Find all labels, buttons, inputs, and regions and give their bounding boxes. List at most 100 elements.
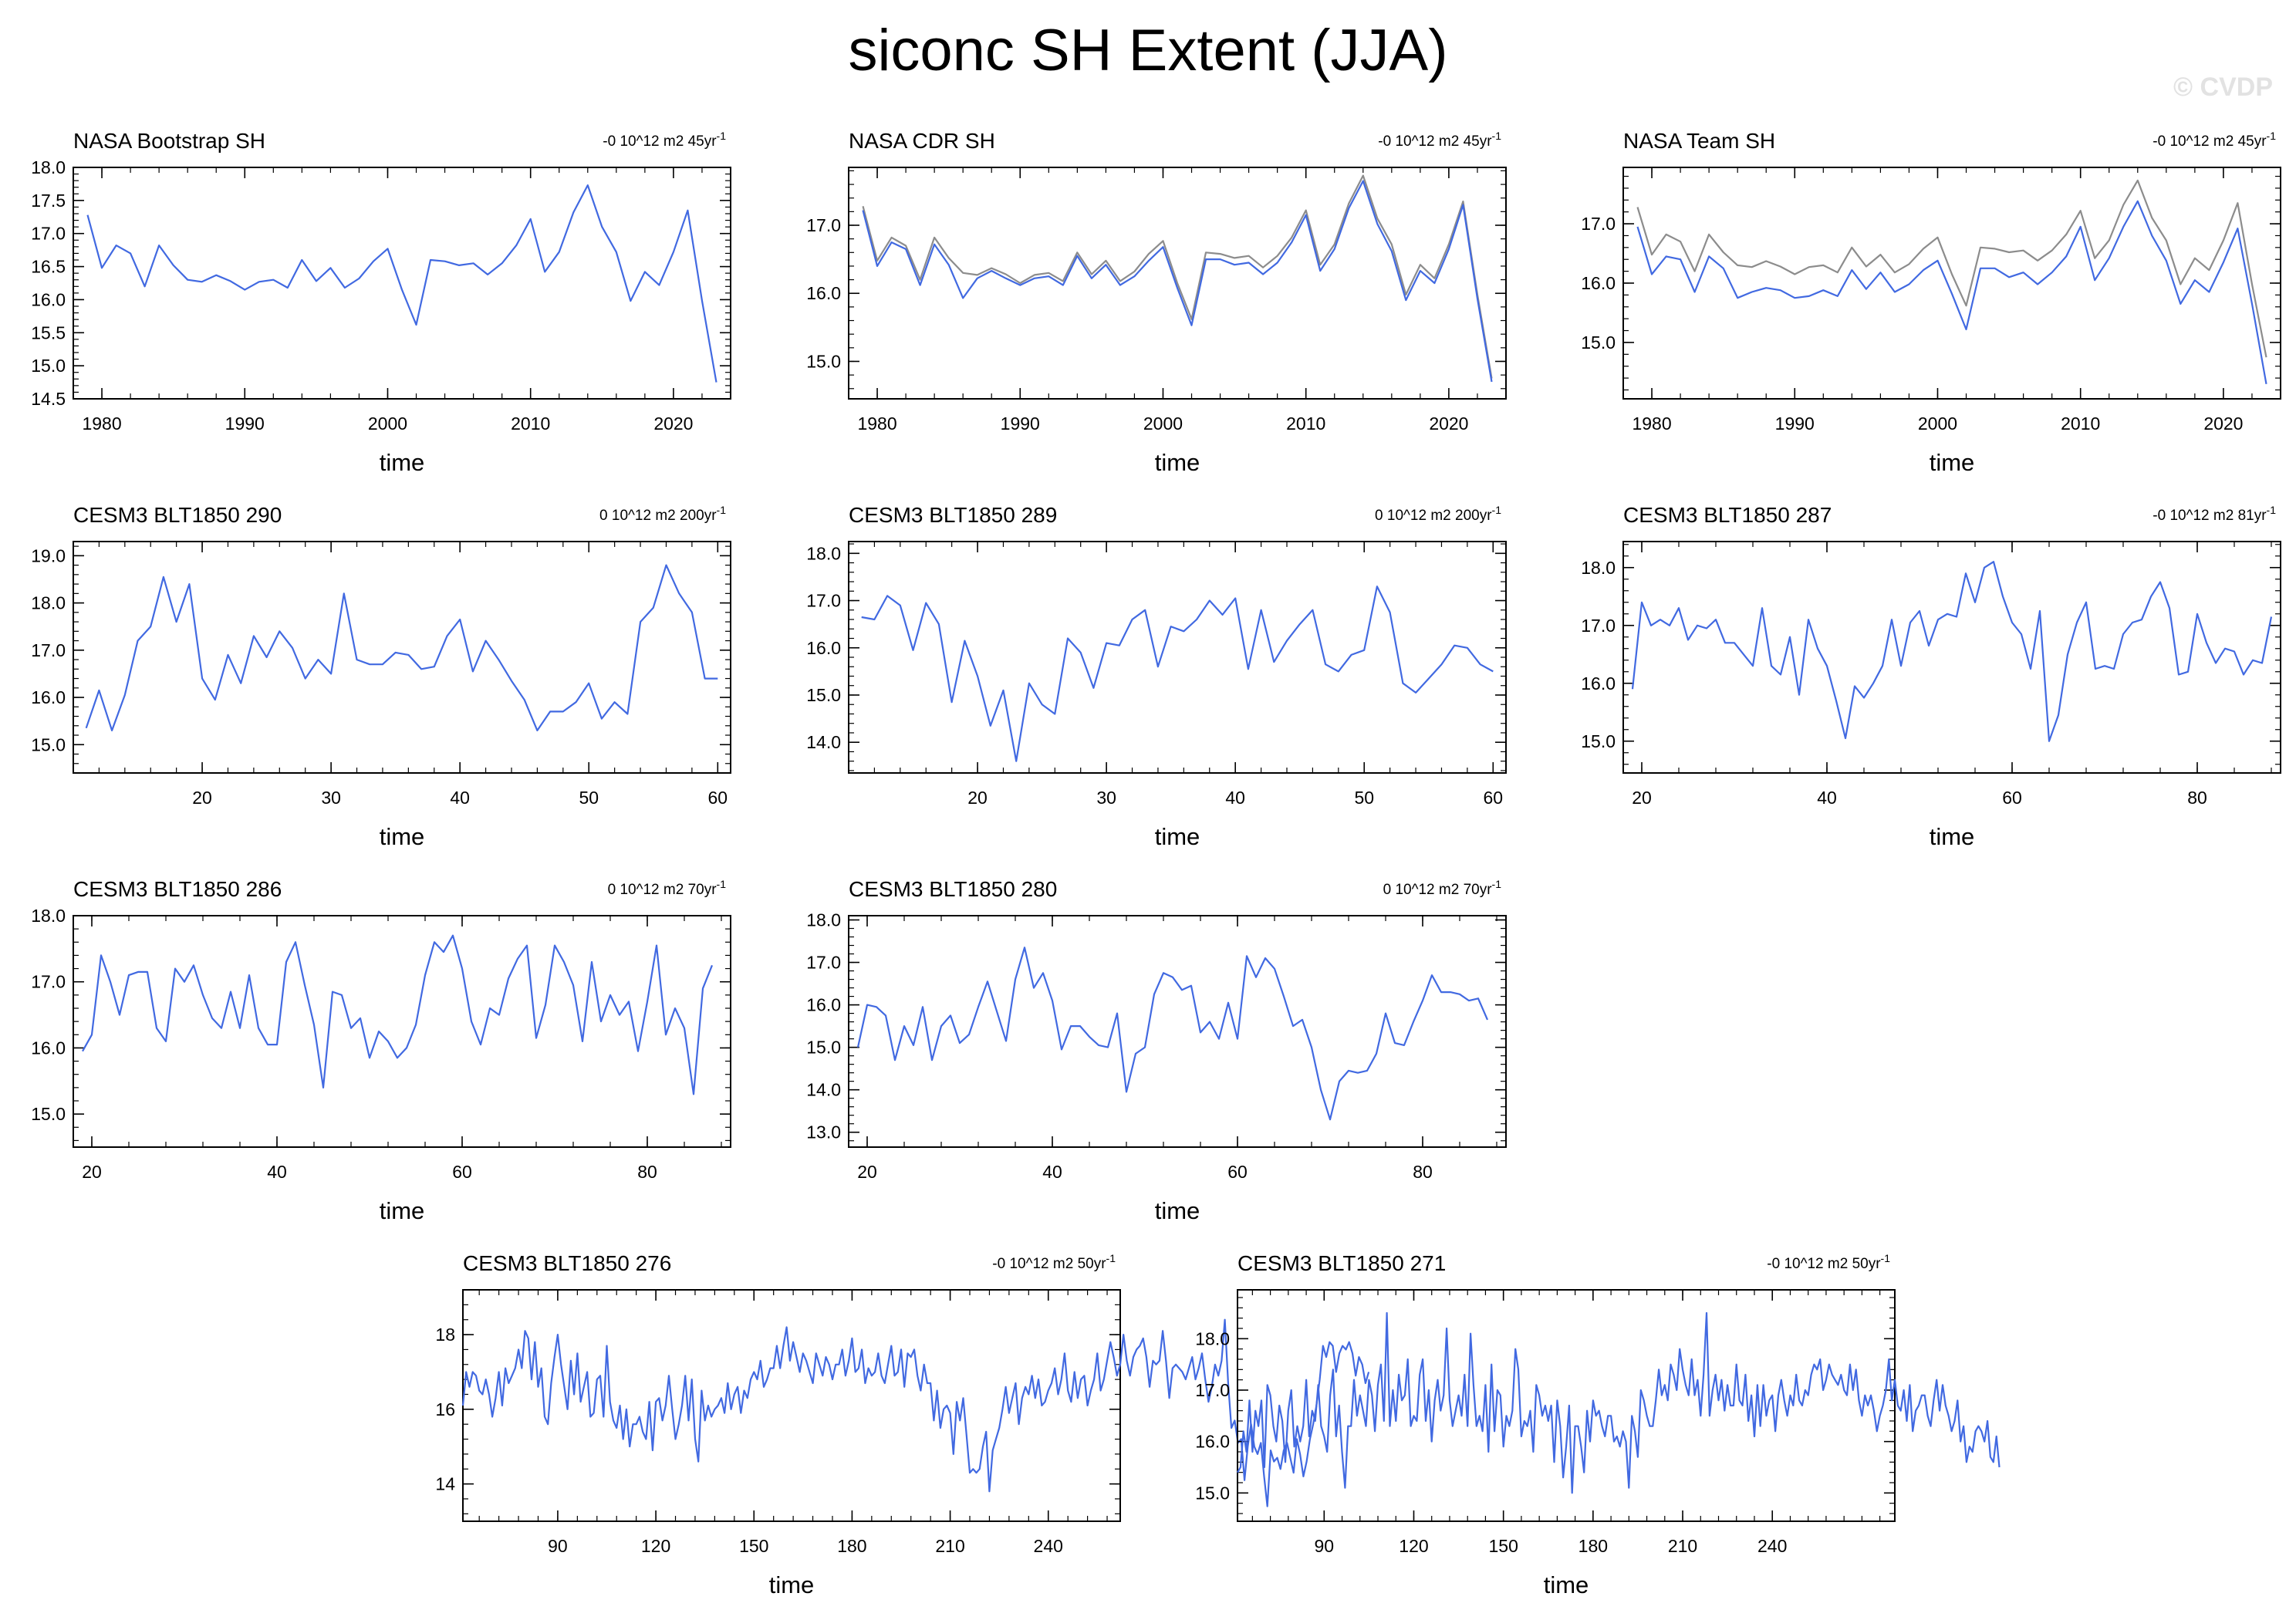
panel-title: NASA Team SH (1623, 129, 1775, 153)
y-tick-label: 14.0 (806, 732, 841, 752)
x-tick-label: 150 (739, 1536, 768, 1556)
chart-panel: CESM3 BLT1850 289 0 10^12 m2 200yr-1 14.0 1… (806, 503, 1507, 850)
x-tick-label: 40 (267, 1162, 287, 1182)
y-tick-label: 16.0 (31, 1038, 66, 1058)
panel-title: CESM3 BLT1850 271 (1237, 1251, 1446, 1275)
y-tick-label: 16.0 (806, 995, 841, 1015)
panel-title: CESM3 BLT1850 287 (1623, 503, 1832, 527)
x-tick-label: 240 (1757, 1536, 1787, 1556)
x-axis-label: time (1930, 823, 1975, 850)
x-tick-label: 1990 (225, 413, 265, 434)
y-tick-label: 17.0 (806, 591, 841, 611)
trend-label: -0 10^12 m2 81yr-1 (2152, 504, 2276, 524)
plot-frame (1237, 1289, 1896, 1522)
trend-superscript: -1 (717, 504, 727, 516)
trend-superscript: -1 (2267, 504, 2277, 516)
y-tick-label: 17.0 (806, 953, 841, 973)
x-axis-label: time (1930, 449, 1975, 476)
x-tick-label: 40 (1817, 788, 1837, 808)
x-tick-label: 50 (1354, 788, 1374, 808)
x-tick-label: 30 (1096, 788, 1116, 808)
reference-series-line (1636, 179, 2267, 358)
chart-panel: CESM3 BLT1850 276 -0 10^12 m2 50yr-1 14 16 1… (435, 1251, 1370, 1598)
panel-title: CESM3 BLT1850 286 (73, 877, 282, 901)
trend-label: 0 10^12 m2 200yr-1 (599, 504, 726, 524)
y-tick-label: 14 (435, 1474, 455, 1494)
x-tick-label: 2020 (2203, 413, 2243, 434)
y-tick-label: 13.0 (806, 1122, 841, 1142)
y-tick-label: 17.0 (31, 972, 66, 992)
x-tick-label: 50 (579, 788, 599, 808)
chart-panel: CESM3 BLT1850 271 -0 10^12 m2 50yr-1 15.0 1… (1195, 1251, 2001, 1598)
x-tick-label: 2020 (1429, 413, 1468, 434)
y-tick-label: 14.0 (806, 1080, 841, 1100)
y-tick-label: 17.0 (31, 224, 66, 244)
x-axis-label: time (1155, 449, 1200, 476)
series-line (862, 180, 1493, 383)
y-tick-label: 15.0 (1581, 332, 1616, 353)
x-tick-label: 210 (1668, 1536, 1697, 1556)
x-axis-label: time (380, 1197, 425, 1224)
x-tick-label: 1990 (1001, 413, 1040, 434)
series-line (861, 586, 1494, 762)
y-tick-label: 19.0 (31, 545, 66, 565)
y-tick-label: 18.0 (31, 906, 66, 926)
panel-title: NASA Bootstrap SH (73, 129, 265, 153)
y-tick-label: 16.5 (31, 257, 66, 277)
x-axis-label: time (1544, 1571, 1589, 1598)
x-tick-label: 40 (450, 788, 470, 808)
x-tick-label: 80 (637, 1162, 657, 1182)
y-tick-label: 17.0 (806, 215, 841, 235)
trend-superscript: -1 (1881, 1252, 1891, 1264)
x-tick-label: 60 (707, 788, 728, 808)
series-line (1636, 200, 2267, 384)
trend-label: -0 10^12 m2 50yr-1 (1767, 1252, 1890, 1272)
x-tick-label: 2000 (368, 413, 407, 434)
series-line (1631, 561, 2273, 742)
plot-frame (848, 167, 1507, 400)
y-tick-label: 15.0 (806, 351, 841, 371)
trend-label: 0 10^12 m2 200yr-1 (1375, 504, 1501, 524)
chart-panel: CESM3 BLT1850 287 -0 10^12 m2 81yr-1 15.0 1… (1581, 503, 2281, 850)
plot-frame (73, 541, 731, 774)
x-tick-label: 240 (1034, 1536, 1063, 1556)
y-tick-label: 16.0 (1581, 673, 1616, 694)
y-tick-label: 18.0 (31, 157, 66, 177)
trend-superscript: -1 (1492, 130, 1502, 142)
y-tick-label: 18.0 (806, 543, 841, 563)
plot-frame (73, 915, 731, 1148)
y-tick-label: 16.0 (31, 687, 66, 707)
x-tick-label: 60 (2002, 788, 2022, 808)
x-tick-label: 2010 (511, 413, 550, 434)
y-tick-label: 15.0 (806, 1038, 841, 1058)
y-tick-label: 17.0 (1581, 616, 1616, 636)
x-tick-label: 180 (1578, 1536, 1608, 1556)
panel-title: CESM3 BLT1850 289 (849, 503, 1057, 527)
y-tick-label: 18.0 (1195, 1328, 1230, 1348)
y-tick-label: 18.0 (31, 593, 66, 613)
y-tick-label: 16.0 (806, 283, 841, 303)
plot-frame (848, 915, 1507, 1148)
trend-label: -0 10^12 m2 45yr-1 (2152, 130, 2276, 150)
x-tick-label: 150 (1488, 1536, 1518, 1556)
x-tick-label: 1980 (82, 413, 121, 434)
y-tick-label: 15.0 (806, 685, 841, 705)
x-axis-label: time (1155, 1197, 1200, 1224)
chart-panel: CESM3 BLT1850 280 0 10^12 m2 70yr-1 13.0 14… (806, 877, 1507, 1224)
panel-title: CESM3 BLT1850 276 (463, 1251, 671, 1275)
trend-label: -0 10^12 m2 45yr-1 (1378, 130, 1501, 150)
y-tick-label: 16.0 (31, 289, 66, 309)
series-line (82, 934, 714, 1095)
x-tick-label: 20 (967, 788, 988, 808)
x-tick-label: 120 (641, 1536, 670, 1556)
x-axis-label: time (1155, 823, 1200, 850)
x-tick-label: 210 (935, 1536, 964, 1556)
x-axis-label: time (769, 1571, 815, 1598)
x-tick-label: 20 (82, 1162, 102, 1182)
x-axis-label: time (380, 823, 425, 850)
y-tick-label: 18 (435, 1325, 455, 1345)
page-title: siconc SH Extent (JJA) (848, 18, 1448, 83)
x-tick-label: 1990 (1775, 413, 1815, 434)
y-tick-label: 15.0 (31, 1104, 66, 1124)
